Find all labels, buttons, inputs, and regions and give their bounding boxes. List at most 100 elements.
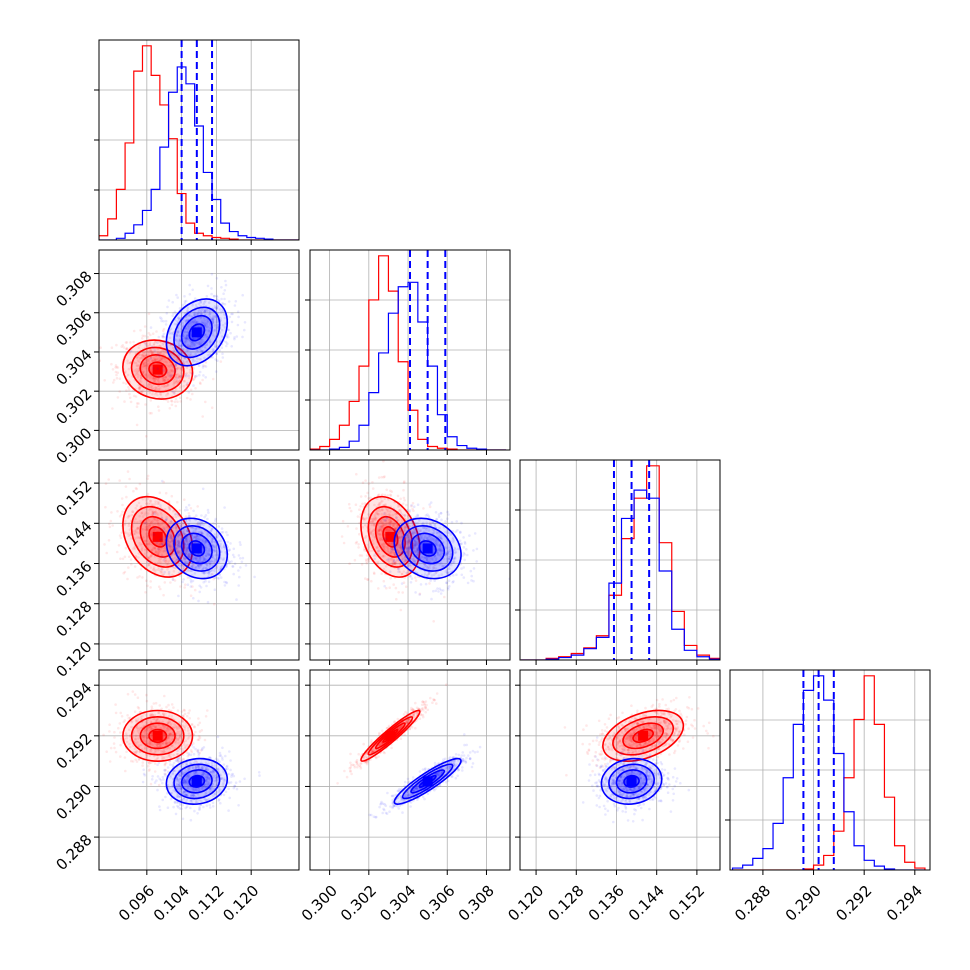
- scatter-point: [200, 538, 204, 542]
- scatter-point: [188, 775, 191, 778]
- scatter-point: [359, 505, 362, 508]
- scatter-point: [407, 535, 410, 538]
- scatter-point: [409, 536, 413, 540]
- scatter-point: [161, 329, 165, 333]
- scatter-point: [146, 492, 150, 496]
- scatter-point: [208, 570, 212, 573]
- scatter-point: [408, 538, 411, 541]
- scatter-point: [389, 551, 393, 555]
- scatter-point: [114, 703, 117, 706]
- scatter-point: [196, 559, 199, 563]
- scatter-point: [151, 377, 155, 381]
- scatter-point: [447, 579, 451, 582]
- scatter-point: [149, 386, 152, 390]
- scatter-point: [176, 377, 179, 380]
- scatter-point: [220, 297, 223, 301]
- scatter-point: [113, 730, 116, 734]
- scatter-point: [168, 740, 171, 744]
- scatter-point: [186, 529, 189, 533]
- scatter-point: [176, 331, 180, 334]
- scatter-point: [144, 364, 148, 368]
- scatter-point: [150, 733, 154, 737]
- scatter-point: [162, 352, 166, 356]
- scatter-point: [169, 370, 172, 374]
- scatter-point: [188, 283, 191, 287]
- scatter-point: [413, 559, 416, 563]
- scatter-point: [210, 559, 214, 563]
- scatter-point: [182, 542, 186, 546]
- scatter-point: [198, 523, 202, 527]
- scatter-point: [405, 549, 409, 552]
- scatter-point: [191, 579, 195, 583]
- scatter-point: [177, 543, 180, 546]
- scatter-point: [154, 749, 158, 752]
- scatter-point: [443, 595, 446, 599]
- scatter-point: [216, 324, 219, 327]
- scatter-point: [405, 542, 409, 546]
- scatter-point: [151, 359, 155, 363]
- scatter-point: [153, 527, 156, 531]
- scatter-point: [184, 319, 187, 323]
- scatter-point: [200, 521, 204, 525]
- scatter-point: [183, 508, 187, 512]
- scatter-point: [157, 711, 160, 715]
- scatter-point: [173, 723, 176, 726]
- scatter-point: [153, 713, 157, 717]
- scatter-point: [219, 754, 223, 757]
- scatter-point: [163, 378, 167, 382]
- scatter-point: [147, 357, 150, 361]
- scatter-point: [154, 510, 158, 514]
- scatter-point: [152, 367, 155, 370]
- scatter-point: [195, 312, 198, 315]
- scatter-point: [166, 378, 169, 382]
- scatter-point: [198, 538, 202, 541]
- scatter-point: [186, 775, 190, 778]
- scatter-point: [156, 522, 160, 526]
- scatter-point: [176, 544, 179, 547]
- scatter-point: [146, 344, 149, 348]
- scatter-point: [416, 514, 420, 518]
- scatter-point: [163, 694, 166, 698]
- scatter-point: [462, 551, 466, 555]
- scatter-point: [380, 475, 384, 479]
- scatter-point: [227, 335, 230, 339]
- scatter-point: [195, 522, 199, 526]
- scatter-point: [156, 552, 159, 556]
- scatter-point: [389, 489, 392, 493]
- scatter-point: [127, 522, 131, 525]
- scatter-point: [169, 752, 173, 756]
- scatter-point: [155, 743, 159, 746]
- scatter-point: [152, 346, 155, 350]
- scatter-point: [200, 340, 203, 344]
- scatter-point: [168, 332, 171, 335]
- scatter-point: [149, 555, 153, 558]
- scatter-point: [136, 520, 139, 524]
- scatter-point: [186, 529, 190, 532]
- scatter-point: [140, 511, 144, 514]
- scatter-point: [161, 550, 165, 553]
- scatter-point: [149, 555, 152, 558]
- scatter-point: [173, 377, 177, 381]
- scatter-point: [412, 528, 416, 531]
- scatter-point: [213, 764, 217, 767]
- scatter-point: [198, 559, 202, 563]
- contour-red: [130, 346, 185, 393]
- scatter-point: [141, 362, 145, 366]
- scatter-point: [159, 571, 163, 574]
- scatter-point: [391, 559, 395, 562]
- scatter-point: [402, 502, 405, 506]
- scatter-point: [135, 750, 138, 754]
- histogram-panel-2: [515, 459, 721, 665]
- scatter-point: [160, 542, 164, 546]
- scatter-point: [147, 502, 150, 506]
- scatter-point: [190, 750, 194, 754]
- scatter-point: [157, 566, 161, 569]
- scatter-point: [128, 361, 132, 365]
- scatter-point: [151, 775, 154, 778]
- scatter-point: [429, 501, 433, 504]
- scatter-point: [198, 557, 201, 561]
- scatter-point: [194, 343, 197, 347]
- scatter-point: [418, 556, 421, 559]
- scatter-point: [182, 529, 186, 532]
- scatter-point: [180, 361, 183, 365]
